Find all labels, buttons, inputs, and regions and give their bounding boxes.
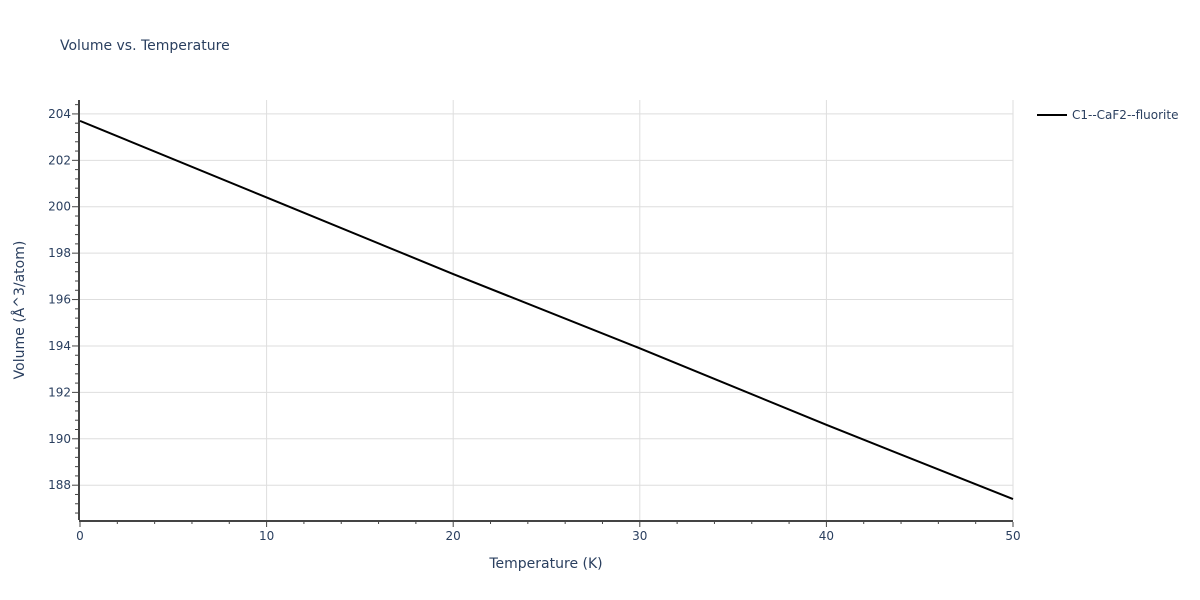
y-tick-label: 204 xyxy=(48,107,71,121)
x-tick-label: 20 xyxy=(446,529,461,543)
y-tick-label: 194 xyxy=(48,339,71,353)
x-tick-label: 50 xyxy=(1005,529,1020,543)
legend[interactable]: C1--CaF2--fluorite xyxy=(1037,108,1178,122)
y-tick-label: 196 xyxy=(48,293,71,307)
x-tick-label: 10 xyxy=(259,529,274,543)
chart-title: Volume vs. Temperature xyxy=(60,38,230,54)
y-tick-label: 188 xyxy=(48,478,71,492)
y-tick-label: 198 xyxy=(48,246,71,260)
y-tick-label: 200 xyxy=(48,200,71,214)
series-group xyxy=(79,119,1014,501)
y-tick-label: 202 xyxy=(48,153,71,167)
x-tick-label: 40 xyxy=(819,529,834,543)
x-tick-label: 0 xyxy=(76,529,84,543)
legend-label: C1--CaF2--fluorite xyxy=(1072,108,1178,122)
y-tick-label: 192 xyxy=(48,385,71,399)
grid xyxy=(80,100,1014,520)
axes: 0 10 20 30 40 50 188 190 192 194 196 198 200 202 204 xyxy=(48,100,1021,543)
series-line xyxy=(79,119,1014,501)
x-axis-title: Temperature (K) xyxy=(488,556,602,572)
y-tick-label: 190 xyxy=(48,432,71,446)
x-tick-label: 30 xyxy=(632,529,647,543)
y-axis-title: Volume (Å^3/atom) xyxy=(11,241,28,380)
